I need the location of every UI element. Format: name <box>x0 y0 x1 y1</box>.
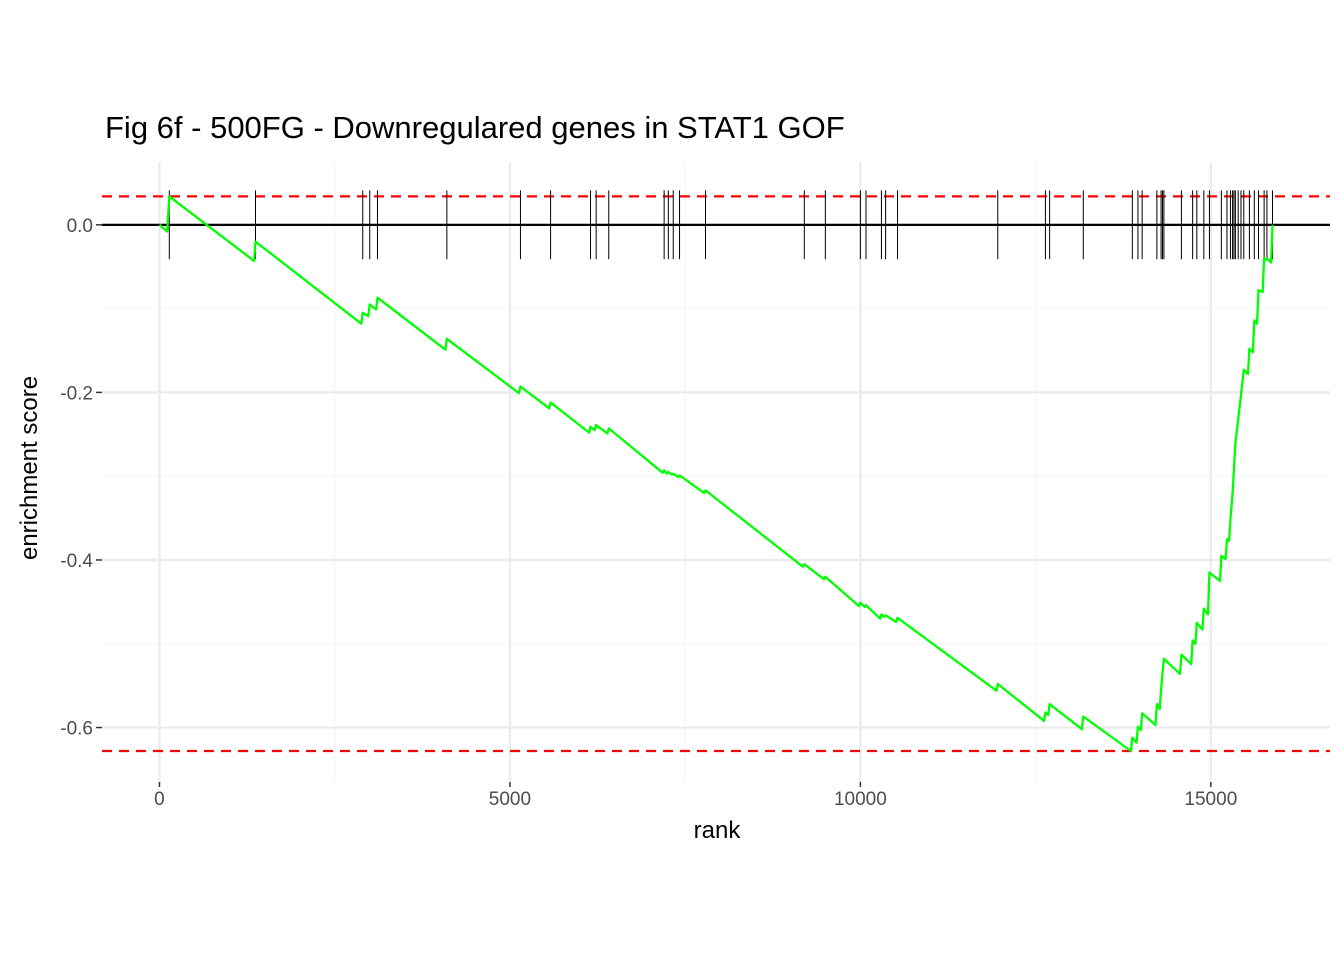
x-axis-ticks: 0 5000 10000 15000 <box>154 782 1237 810</box>
y-axis-title: enrichment score <box>16 376 43 560</box>
x-tick-label: 10000 <box>834 789 887 810</box>
grid <box>102 162 1330 782</box>
x-tick-label: 5000 <box>489 789 531 810</box>
y-tick-label: -0.4 <box>60 551 93 572</box>
curve-layer <box>158 195 1274 753</box>
bound-lines <box>102 195 1330 753</box>
y-tick-label: -0.6 <box>60 719 93 740</box>
enrichment-curve <box>158 195 1274 753</box>
x-axis-title: rank <box>694 817 742 844</box>
hit-marks <box>168 190 1274 260</box>
y-axis-ticks: 0.0 -0.2 -0.4 -0.6 <box>60 216 102 740</box>
y-tick-label: -0.2 <box>60 383 93 404</box>
x-tick-label: 15000 <box>1184 789 1237 810</box>
chart-title: Fig 6f - 500FG - Downregulared genes in … <box>105 110 845 145</box>
x-tick-label: 0 <box>154 789 165 810</box>
y-tick-label: 0.0 <box>67 216 93 237</box>
